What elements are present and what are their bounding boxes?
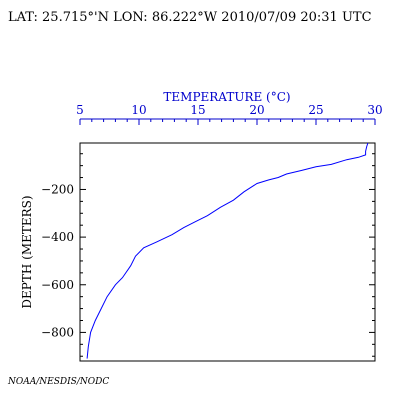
temperature-axis-title: TEMPERATURE (°C) — [163, 90, 290, 104]
temperature-tick-label: 5 — [76, 103, 84, 117]
depth-axis-title: DEPTH (METERS) — [20, 195, 34, 308]
temperature-profile-line — [86, 142, 369, 359]
data-source-credit: NOAA/NESDIS/NODC — [8, 377, 110, 387]
depth-axis-ticks: −200 −400 −600 −800 — [41, 153, 375, 357]
depth-tick-label: −600 — [41, 278, 74, 292]
depth-tick-label: −800 — [41, 325, 74, 339]
temperature-tick-label: 10 — [131, 103, 146, 117]
temperature-tick-label: 20 — [249, 103, 264, 117]
location-timestamp-header: LAT: 25.715°'N LON: 86.222°W 2010/07/09 … — [8, 10, 372, 25]
depth-tick-label: −400 — [41, 230, 74, 244]
temperature-tick-label: 15 — [190, 103, 205, 117]
temperature-tick-label: 25 — [308, 103, 323, 117]
temperature-tick-label: 30 — [367, 103, 382, 117]
temperature-axis-ticks: 5 10 15 20 25 30 — [76, 103, 383, 125]
depth-tick-label: −200 — [41, 182, 74, 196]
plot-frame — [79, 142, 376, 362]
